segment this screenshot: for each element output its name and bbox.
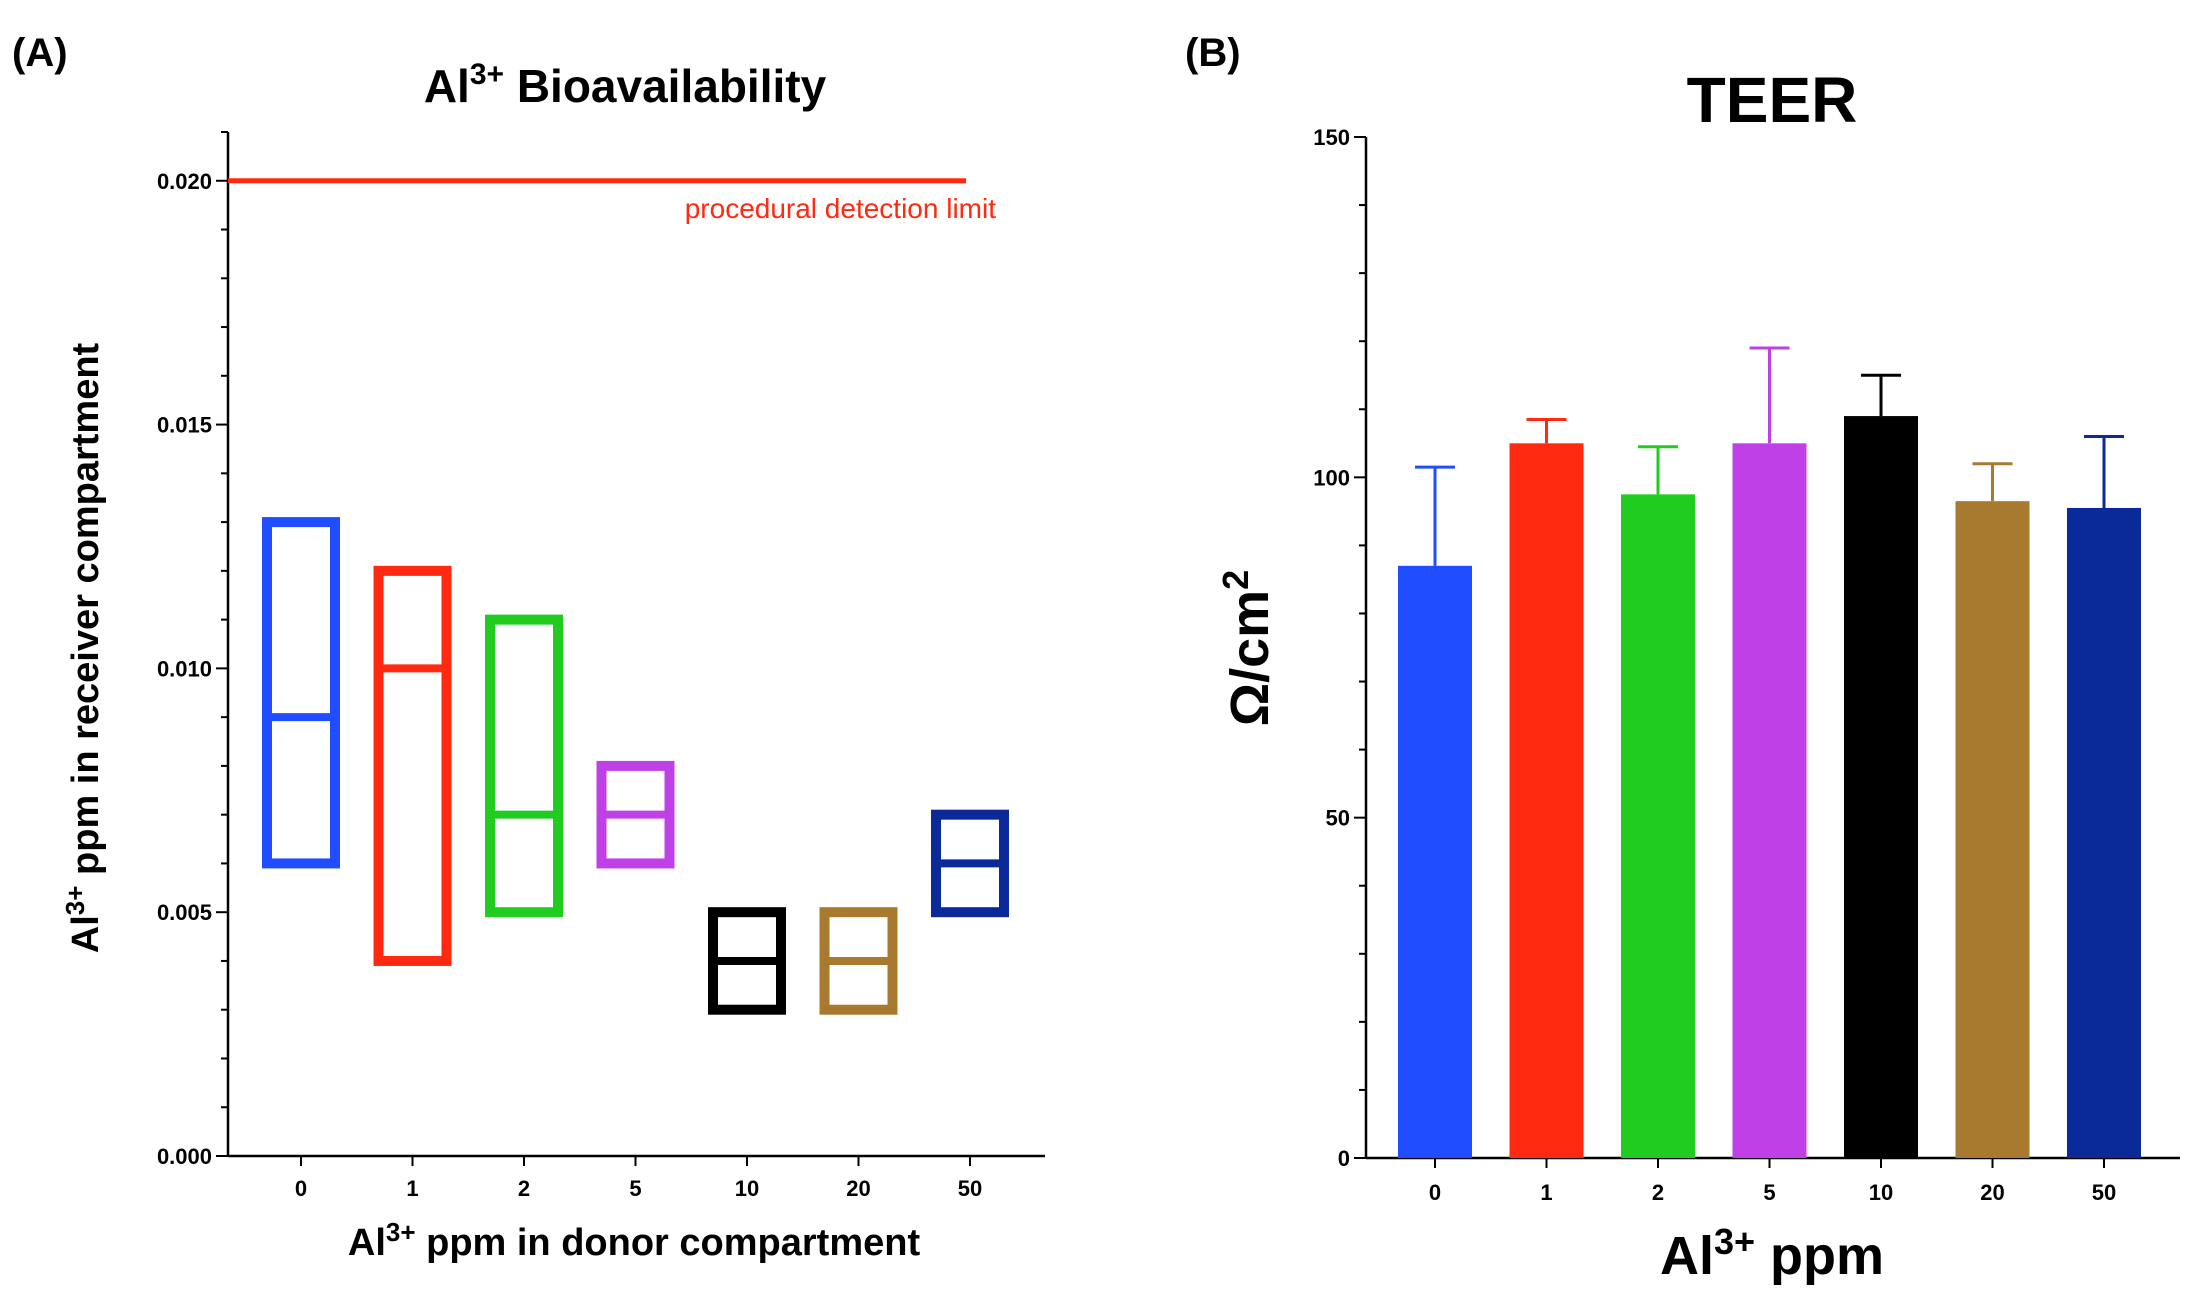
- panel-a-y-tick-label: 0.000: [157, 1144, 212, 1169]
- panel-a-x-tick-label: 1: [406, 1176, 418, 1201]
- panel-b-xlabel-rest: ppm: [1755, 1226, 1884, 1286]
- panel-b-plot-area: 0 50 100 150 0 1 2 5 10 20 50: [1313, 125, 2180, 1205]
- panel-a-x-tick-label: 10: [735, 1176, 759, 1201]
- panel-a-x-tick-label: 50: [958, 1176, 982, 1201]
- panel-a-ylabel-rest: ppm in receiver compartment: [65, 342, 107, 885]
- panel-b-label: (B): [1185, 31, 1241, 75]
- panel-a-xlabel-rest: ppm in donor compartment: [416, 1222, 921, 1264]
- panel-a-label: (A): [12, 31, 68, 75]
- panel-a-x-tick-label: 0: [295, 1176, 307, 1201]
- panel-b-ylabel: Ω/cm2: [1215, 570, 1280, 726]
- panel-a-title-sup: 3+: [470, 58, 504, 91]
- detection-limit-label: procedural detection limit: [685, 193, 996, 224]
- panel-b-x-tick-label: 0: [1429, 1180, 1441, 1205]
- panel-b-x-tick-label: 20: [1980, 1180, 2004, 1205]
- bar-0: [1398, 565, 1472, 1158]
- panel-a-y-tick-label: 0.020: [157, 169, 212, 194]
- box-1: [373, 565, 452, 966]
- panel-a-y-tick-label: 0.005: [157, 900, 212, 925]
- panel-a-ylabel-main: Al: [65, 915, 107, 953]
- bar-1: [1509, 443, 1584, 1158]
- bar-20: [1955, 501, 2030, 1158]
- panel-a-xlabel: Al3+ ppm in donor compartment: [348, 1217, 921, 1264]
- panel-b-x-tick-label: 1: [1540, 1180, 1552, 1205]
- panel-a-title-main: Al: [424, 60, 470, 112]
- bar-50: [2067, 507, 2141, 1158]
- panel-b-ylabel-main: Ω/cm: [1220, 590, 1280, 726]
- panel-a-x-tick-label: 5: [629, 1176, 641, 1201]
- box-0: [262, 517, 340, 869]
- bar-2: [1621, 494, 1695, 1159]
- panel-a-xlabel-sup: 3+: [386, 1217, 416, 1247]
- panel-a-plot-area: 0.000 0.005 0.010 0.015 0.020 0 1 2 5 10 20 50 proce…: [157, 131, 1045, 1201]
- panel-b-xlabel: Al3+ ppm: [1660, 1221, 1884, 1286]
- panel-b-x-tick-label: 5: [1763, 1180, 1775, 1205]
- panel-a-y-tick-label: 0.015: [157, 413, 212, 438]
- panel-b-x-tick-label: 10: [1869, 1180, 1893, 1205]
- panel-a-title-rest: Bioavailability: [504, 60, 827, 112]
- bar-5: [1732, 443, 1807, 1158]
- panel-a-y-tick-label: 0.010: [157, 656, 212, 681]
- panel-b-xlabel-sup: 3+: [1714, 1221, 1755, 1262]
- box-2: [485, 614, 563, 918]
- panel-a-ylabel-sup: 3+: [60, 886, 90, 916]
- panel-b-title: TEER: [1687, 64, 1858, 136]
- bar-10: [1844, 416, 1918, 1158]
- panel-a-x-tick-label: 2: [518, 1176, 530, 1201]
- panel-b-ylabel-sup: 2: [1215, 570, 1256, 590]
- panel-a-x-tick-label: 20: [846, 1176, 870, 1201]
- panel-a-xlabel-main: Al: [348, 1222, 386, 1264]
- panel-b-x-tick-label: 50: [2092, 1180, 2116, 1205]
- panel-b-x-tick-label: 2: [1652, 1180, 1664, 1205]
- panel-b-y-tick-label: 50: [1326, 806, 1350, 831]
- panel-b-xlabel-main: Al: [1660, 1226, 1714, 1286]
- panel-b-y-tick-label: 0: [1338, 1146, 1350, 1171]
- panel-a-ylabel: Al3+ ppm in receiver compartment: [60, 342, 107, 953]
- panel-b-y-tick-label: 150: [1313, 125, 1350, 150]
- panel-a-title: Al3+ Bioavailability: [424, 58, 827, 112]
- panel-b-y-tick-label: 100: [1313, 465, 1350, 490]
